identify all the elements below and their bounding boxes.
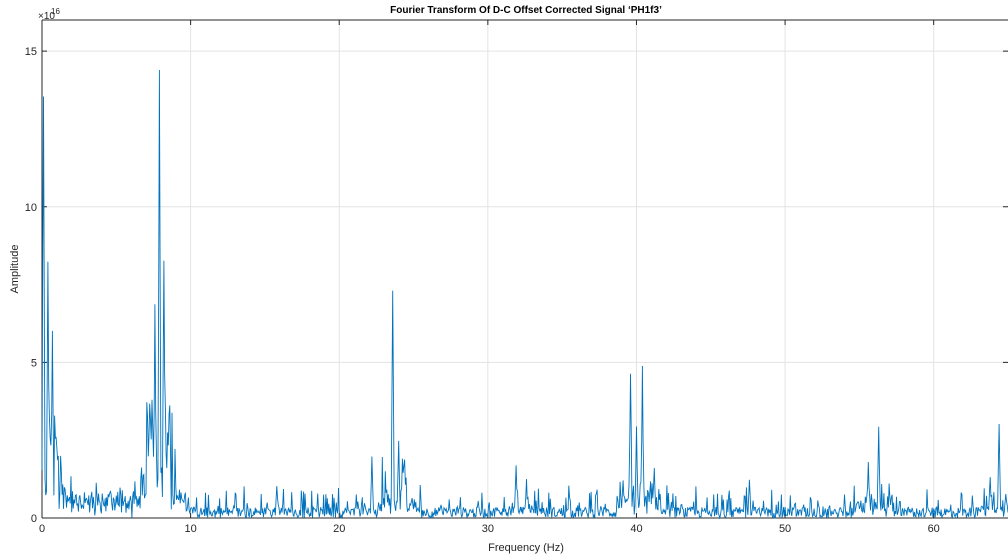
x-tick-label: 30: [482, 523, 494, 535]
y-tick-label: 0: [31, 513, 37, 525]
x-tick-label: 60: [928, 523, 940, 535]
y-exponent-power: 16: [51, 7, 60, 16]
x-tick-label: 20: [333, 523, 345, 535]
y-exponent-base: ×10: [38, 11, 55, 22]
grid: [41, 20, 1008, 519]
axes: [41, 19, 1008, 519]
series-line: [41, 69, 1008, 520]
x-tick-label: 10: [184, 523, 196, 535]
y-exponent-label: ×10 16: [38, 7, 60, 22]
chart-title: Fourier Transform Of D-C Offset Correcte…: [390, 5, 662, 16]
y-tick-label: 15: [25, 46, 37, 58]
x-axis-label: Frequency (Hz): [488, 542, 564, 554]
y-tick-label: 5: [31, 357, 37, 369]
y-tick-label: 10: [25, 202, 37, 214]
tick-labels: 0 10 20 30 40 50 60 0 5 10 15: [25, 46, 940, 535]
x-tick-label: 0: [39, 523, 45, 535]
x-tick-label: 50: [779, 523, 791, 535]
x-tick-label: 40: [630, 523, 642, 535]
y-axis-label: Amplitude: [9, 245, 21, 294]
